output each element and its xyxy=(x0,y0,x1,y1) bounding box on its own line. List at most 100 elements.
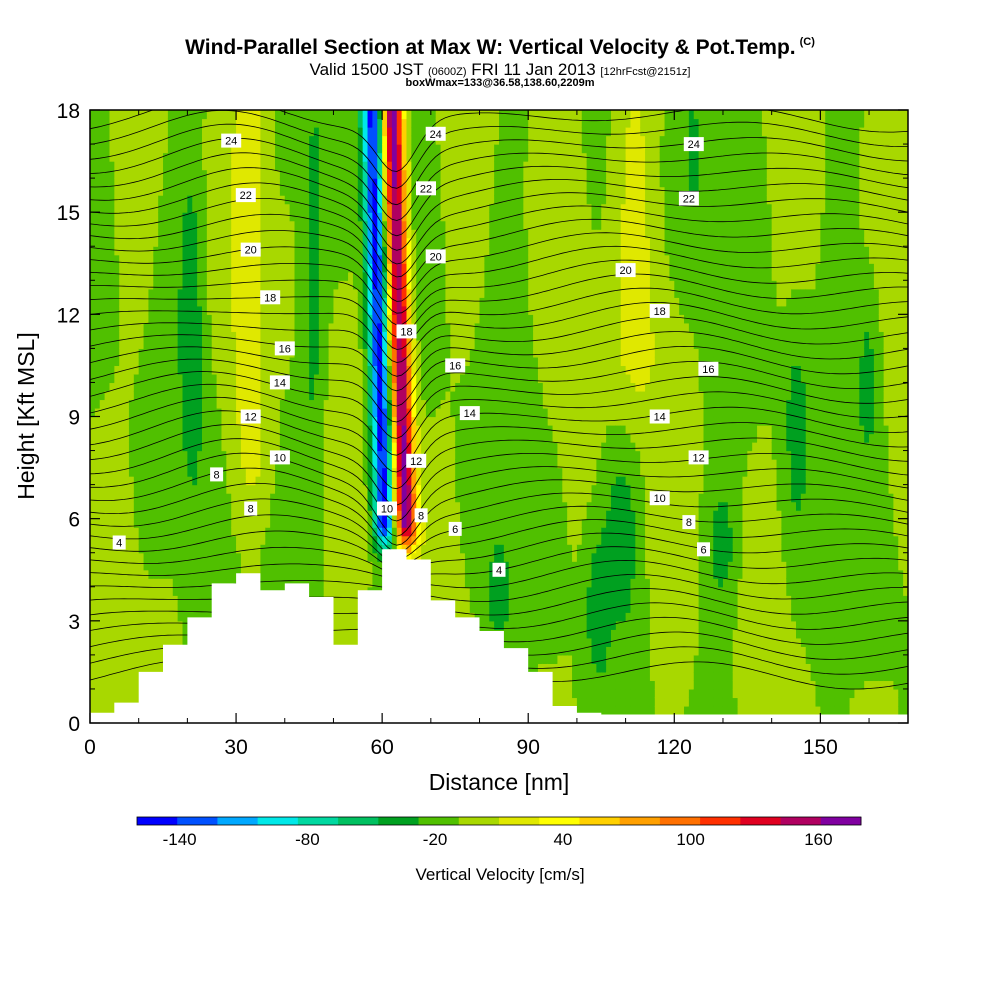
field-cell xyxy=(201,348,208,358)
field-cell xyxy=(211,442,218,452)
field-cell xyxy=(119,390,125,401)
field-cell xyxy=(387,195,393,205)
field-cell xyxy=(416,442,422,452)
field-cell xyxy=(270,493,276,503)
field-cell xyxy=(138,578,145,588)
field-cell xyxy=(279,425,286,435)
field-cell xyxy=(158,535,164,545)
field-cell xyxy=(318,305,325,315)
field-cell xyxy=(226,331,232,341)
field-cell xyxy=(128,552,135,562)
field-cell xyxy=(143,459,150,469)
field-cell xyxy=(99,263,106,273)
field-cell xyxy=(182,637,188,647)
field-cell xyxy=(158,348,164,358)
field-cell xyxy=(221,535,227,545)
field-cell xyxy=(138,373,145,384)
field-cell xyxy=(387,271,393,281)
field-cell xyxy=(333,544,339,554)
field-cell xyxy=(128,493,135,503)
field-cell xyxy=(143,229,150,239)
field-cell xyxy=(133,305,140,315)
field-cell xyxy=(357,484,364,494)
field-cell xyxy=(372,314,378,324)
field-cell xyxy=(304,356,310,367)
field-cell xyxy=(133,433,140,443)
field-cell xyxy=(421,322,427,332)
field-cell xyxy=(99,169,106,179)
field-cell xyxy=(192,552,198,562)
field-cell xyxy=(406,203,412,213)
valid-date: FRI 11 Jan 2013 xyxy=(471,60,596,79)
field-cell xyxy=(304,425,310,435)
field-cell xyxy=(401,493,408,503)
field-cell xyxy=(109,390,115,401)
field-cell xyxy=(90,425,96,435)
field-cell xyxy=(163,459,169,469)
field-cell xyxy=(226,510,232,520)
field-cell xyxy=(172,229,179,239)
field-cell xyxy=(182,135,188,145)
field-cell xyxy=(167,127,174,137)
field-cell xyxy=(270,518,276,528)
field-cell xyxy=(124,220,130,230)
field-cell xyxy=(148,110,154,120)
field-cell xyxy=(119,305,125,315)
field-cell xyxy=(279,220,286,230)
field-cell xyxy=(236,484,242,494)
field-cell xyxy=(313,212,320,222)
field-cell xyxy=(333,561,339,571)
field-cell xyxy=(124,127,130,137)
field-cell xyxy=(338,629,344,639)
field-cell xyxy=(294,297,300,307)
field-cell xyxy=(153,365,159,375)
field-cell xyxy=(177,484,184,494)
field-cell xyxy=(391,110,398,120)
field-cell xyxy=(201,544,208,554)
field-cell xyxy=(343,510,349,520)
field-cell xyxy=(328,280,335,290)
field-cell xyxy=(119,263,125,273)
field-cell xyxy=(124,195,130,205)
field-cell xyxy=(114,493,120,503)
field-cell xyxy=(124,527,130,537)
field-cell xyxy=(333,442,339,452)
field-cell xyxy=(352,212,359,222)
field-cell xyxy=(143,297,150,307)
field-cell xyxy=(104,697,111,707)
field-cell xyxy=(182,535,188,545)
field-cell xyxy=(192,433,198,443)
field-cell xyxy=(348,620,354,630)
field-cell xyxy=(128,365,135,375)
field-cell xyxy=(143,152,150,162)
field-cell xyxy=(163,195,169,205)
field-cell xyxy=(177,152,184,162)
field-cell xyxy=(367,459,374,469)
field-cell xyxy=(245,552,252,562)
field-cell xyxy=(99,501,106,511)
field-cell xyxy=(270,339,276,349)
field-cell xyxy=(240,254,247,264)
field-cell xyxy=(192,186,198,196)
field-cell xyxy=(406,356,412,367)
field-cell xyxy=(309,433,315,443)
field-cell xyxy=(231,425,237,435)
field-cell xyxy=(201,186,208,196)
field-cell xyxy=(90,688,96,699)
field-cell xyxy=(352,169,359,179)
field-cell xyxy=(167,365,174,375)
field-cell xyxy=(143,390,150,401)
field-cell xyxy=(372,178,378,188)
field-cell xyxy=(211,569,218,579)
field-cell xyxy=(289,135,296,145)
field-cell xyxy=(236,169,242,179)
field-cell xyxy=(372,110,378,120)
field-cell xyxy=(255,110,262,120)
field-cell xyxy=(197,135,203,145)
field-cell xyxy=(406,339,412,349)
field-cell xyxy=(177,195,184,205)
field-cell xyxy=(401,246,408,256)
field-cell xyxy=(367,382,374,392)
field-cell xyxy=(289,237,296,247)
field-cell xyxy=(352,569,359,579)
